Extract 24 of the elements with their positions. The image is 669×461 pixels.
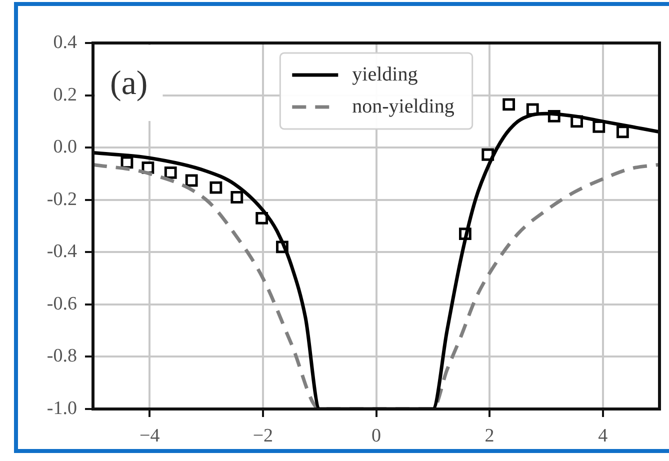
- legend-label: non-yielding: [352, 95, 454, 118]
- y-tick-label: -0.2: [46, 188, 77, 210]
- y-tick-label: 0.2: [53, 84, 77, 106]
- point: [185, 174, 198, 187]
- y-tick-label: -0.4: [46, 241, 78, 262]
- x-tick-label: −4: [140, 425, 160, 446]
- x-tick-label: −2: [252, 425, 274, 446]
- x-tick-label: 0: [372, 425, 381, 446]
- y-tick-label: -0.6: [46, 293, 77, 314]
- y-tick-label: 0.4: [53, 32, 78, 53]
- point: [164, 166, 177, 179]
- x-tick-label: 2: [484, 425, 494, 446]
- annotation: (a): [110, 64, 148, 102]
- legend-label: yielding: [352, 63, 418, 86]
- point: [616, 126, 629, 138]
- point: [230, 191, 244, 204]
- point: [592, 120, 606, 133]
- y-tick-label: -0.8: [46, 346, 77, 367]
- point: [210, 181, 222, 194]
- y-tick-label: 0.0: [53, 136, 77, 158]
- y-tick-label: -1.0: [46, 398, 77, 419]
- line-series: [93, 162, 660, 409]
- x-tick-label: 4: [598, 425, 608, 446]
- point: [502, 98, 516, 111]
